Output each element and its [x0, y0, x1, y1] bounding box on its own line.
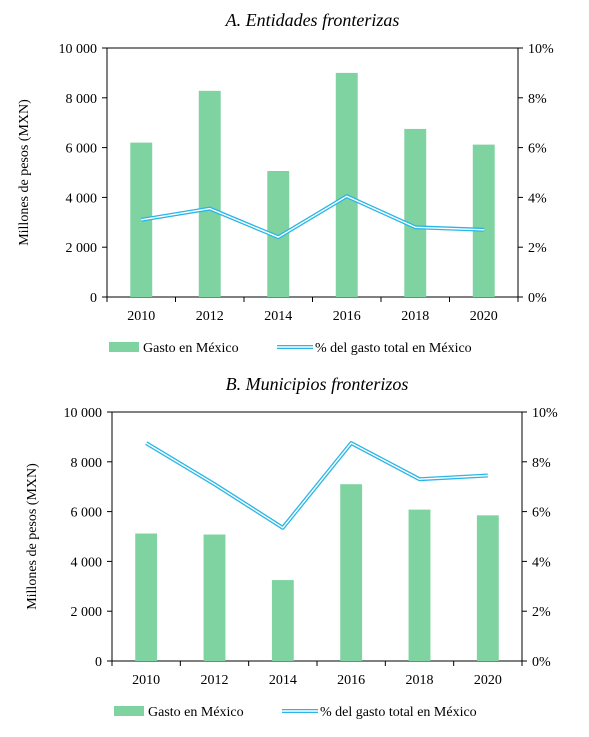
y2-tick-label: 10% [532, 406, 558, 421]
x-tick-label: 2012 [196, 309, 224, 324]
line-pct-gasto-total-inner [145, 442, 488, 529]
bar-gasto-en-mexico [476, 515, 499, 661]
y2-tick-label: 6% [532, 506, 551, 521]
legend-label-gasto-en-mexico: Gasto en México [148, 705, 244, 720]
bar-gasto-en-mexico [340, 484, 363, 661]
legend-label-pct-gasto-total: % del gasto total en México [315, 341, 472, 356]
x-tick-label: 2016 [337, 673, 365, 688]
x-tick-label: 2012 [201, 673, 229, 688]
line-pct-gasto-total-inner [141, 195, 484, 238]
plot-frame [106, 47, 519, 298]
y-tick-label: 2 000 [66, 241, 98, 256]
bar-gasto-en-mexico [472, 144, 495, 297]
y-tick-label: 4 000 [71, 555, 103, 570]
y-tick-label: 0 [95, 655, 102, 670]
y2-tick-label: 6% [528, 142, 547, 157]
y-axis-label: Millones de pesos (MXN) [17, 99, 32, 246]
y-tick-label: 10 000 [59, 42, 98, 57]
bar-gasto-en-mexico [130, 142, 153, 297]
y-tick-label: 8 000 [71, 456, 103, 471]
chart-municipios-fronterizos: B. Municipios fronterizos 0 2 000 4 000 6 00… [25, 374, 558, 720]
chart-title: B. Municipios fronterizos [226, 374, 409, 394]
y2-tick-label: 2% [528, 241, 547, 256]
y2-tick-label: 0% [528, 291, 547, 306]
y2-tick-label: 8% [528, 92, 547, 107]
legend-swatch-gasto-en-mexico [109, 342, 139, 352]
legend-label-pct-gasto-total: % del gasto total en México [320, 705, 477, 720]
chart-entidades-fronterizas: A. Entidades fronterizas 0 2 000 4 000 6 000… [17, 10, 554, 356]
y-tick-label: 4 000 [66, 191, 98, 206]
y2-tick-label: 4% [528, 191, 547, 206]
y-tick-label: 8 000 [66, 92, 98, 107]
x-tick-label: 2010 [127, 309, 155, 324]
x-tick-label: 2020 [474, 673, 502, 688]
bar-gasto-en-mexico [408, 509, 431, 661]
y2-tick-label: 10% [528, 42, 554, 57]
x-tick-label: 2018 [401, 309, 429, 324]
bar-gasto-en-mexico [335, 72, 358, 298]
bar-gasto-en-mexico [267, 171, 290, 297]
x-tick-label: 2020 [470, 309, 498, 324]
bar-gasto-en-mexico [203, 534, 226, 661]
plot-frame [111, 411, 523, 662]
y-tick-label: 10 000 [64, 406, 103, 421]
legend-swatch-gasto-en-mexico [114, 706, 144, 716]
y2-tick-label: 2% [532, 605, 551, 620]
x-tick-label: 2010 [132, 673, 160, 688]
bar-gasto-en-mexico [404, 128, 427, 297]
x-tick-label: 2014 [269, 673, 297, 688]
bar-gasto-en-mexico [135, 533, 158, 661]
y-tick-label: 2 000 [71, 605, 103, 620]
y2-tick-label: 0% [532, 655, 551, 670]
legend-label-gasto-en-mexico: Gasto en México [143, 341, 239, 356]
chart-title: A. Entidades fronterizas [225, 10, 400, 30]
x-tick-label: 2018 [406, 673, 434, 688]
y2-tick-label: 8% [532, 456, 551, 471]
y-tick-label: 6 000 [71, 506, 103, 521]
y2-tick-label: 4% [532, 555, 551, 570]
y-tick-label: 0 [90, 291, 97, 306]
x-tick-label: 2014 [264, 309, 292, 324]
bar-gasto-en-mexico [198, 90, 221, 297]
y-tick-label: 6 000 [66, 142, 98, 157]
bar-gasto-en-mexico [271, 580, 294, 661]
y-axis-label: Millones de pesos (MXN) [25, 463, 40, 610]
x-tick-label: 2016 [333, 309, 361, 324]
